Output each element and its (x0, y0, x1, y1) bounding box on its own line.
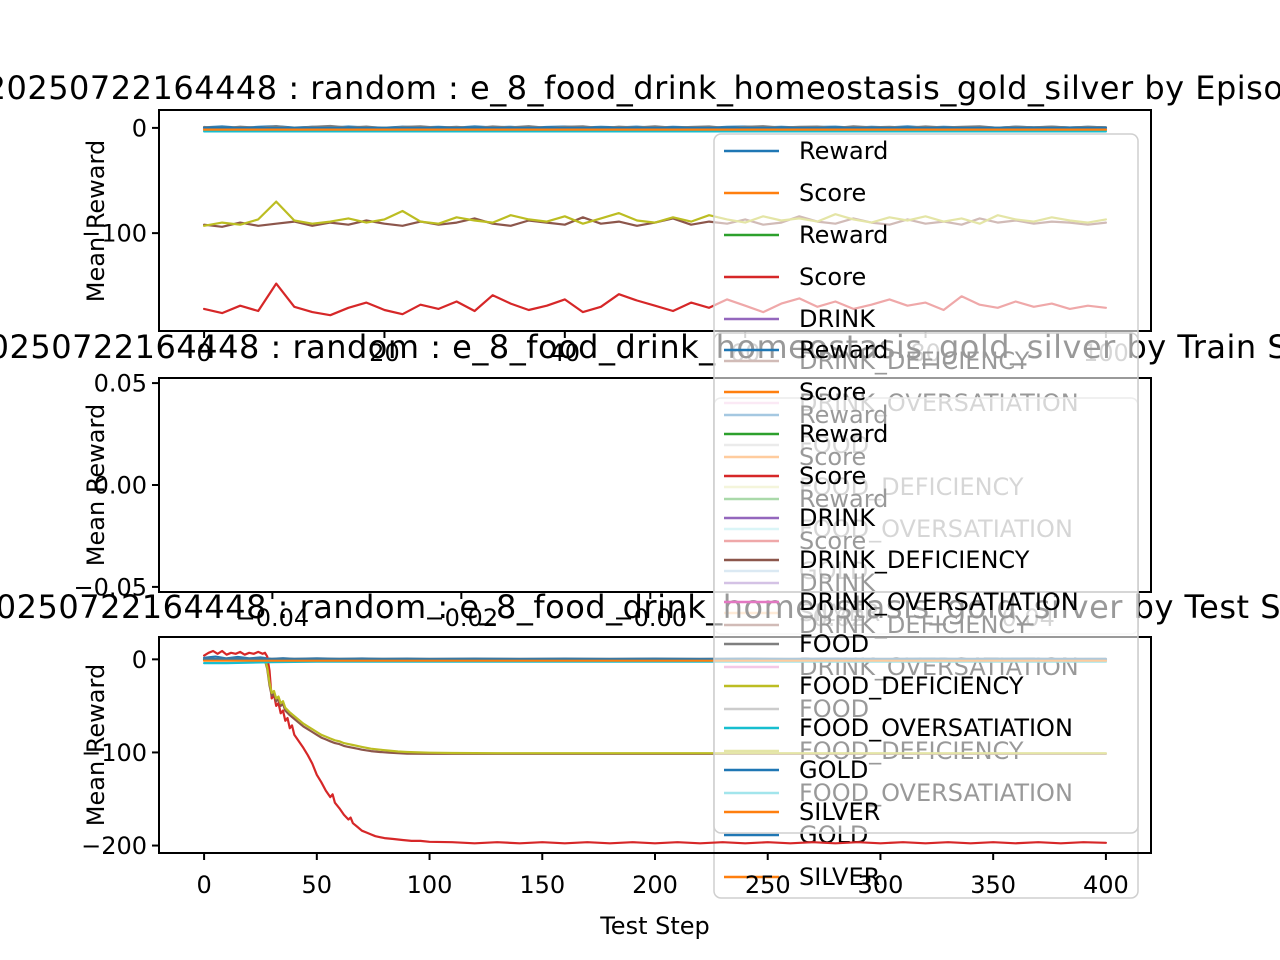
legend-item: Reward (724, 336, 888, 364)
y-axis-label: Mean Reward (82, 140, 110, 302)
legend-label: Reward (799, 420, 888, 448)
legend-label: FOOD_DEFICIENCY (799, 672, 1024, 700)
x-tick-label: 20 (369, 339, 400, 367)
legend-box (713, 332, 1139, 834)
legend-label: Reward (799, 221, 888, 249)
x-tick-label: 0 (196, 871, 211, 899)
y-tick-label: 0 (132, 114, 147, 142)
legend-label: DRINK_DEFICIENCY (799, 546, 1030, 574)
legend-item: FOOD_DEFICIENCY (724, 672, 1024, 700)
x-tick-label: 0 (196, 339, 211, 367)
y-tick-label: −0.05 (73, 573, 147, 601)
legend-label: SILVER (799, 863, 880, 891)
y-tick-label: −100 (81, 220, 147, 248)
x-tick-label: 100 (407, 871, 453, 899)
legend-label: DRINK (799, 504, 876, 532)
x-tick-label: −0.02 (425, 604, 499, 632)
legend-item: FOOD (724, 630, 869, 658)
x-axis-label: Test Step (599, 912, 710, 940)
axes-frame (158, 109, 1152, 332)
legend-item: Reward (724, 137, 888, 165)
legend-item: DRINK (724, 305, 876, 333)
x-tick-label: 200 (632, 871, 678, 899)
legend-item: Score (724, 179, 866, 207)
legend-label: SILVER (799, 798, 880, 826)
legend-label: FOOD (799, 630, 869, 658)
legend-item: DRINK_DEFICIENCY (724, 546, 1030, 574)
legend-label: Score (799, 263, 866, 291)
x-tick-label: 300 (858, 871, 904, 899)
legend-item: DRINK_OVERSATIATION (724, 588, 1079, 616)
legend-item: GOLD (724, 756, 868, 784)
legend-item: Score (724, 378, 866, 406)
y-axis-label: Mean Reward (82, 404, 110, 566)
legend-item: Reward (724, 420, 888, 448)
legend-item: Reward (724, 221, 888, 249)
legend-label: DRINK_OVERSATIATION (799, 588, 1079, 616)
x-tick-label: 40 (550, 339, 581, 367)
legend-item: SILVER (724, 798, 880, 826)
x-tick-label: 350 (970, 871, 1016, 899)
legend-label: Score (799, 378, 866, 406)
legend-label: DRINK (799, 305, 876, 333)
line-drink_deficiency (203, 658, 1108, 755)
legend-item: DRINK (724, 504, 876, 532)
y-tick-label: 0.05 (94, 370, 147, 398)
line-food_deficiency (203, 658, 1108, 755)
legend-label: Score (799, 179, 866, 207)
legend-3: Reward Score Reward Score DRINK DRINK_DEFICIE… (713, 332, 1139, 834)
y-tick-label: −100 (81, 739, 147, 767)
y-tick-label: −200 (81, 832, 147, 860)
x-tick-label: −0.04 (236, 604, 310, 632)
x-tick-label: 250 (745, 871, 791, 899)
plot-lines (203, 124, 1108, 317)
legend-label: GOLD (799, 756, 868, 784)
legend-label: Score (799, 462, 866, 490)
x-tick-label: 400 (1083, 871, 1129, 899)
y-tick-label: 0 (132, 646, 147, 674)
x-tick-label: 50 (302, 871, 333, 899)
y-tick-label: 0.00 (94, 472, 147, 500)
legend-label: FOOD_OVERSATIATION (799, 714, 1073, 742)
legend-label: Reward (799, 336, 888, 364)
y-axis-label: Mean Reward (82, 664, 110, 826)
x-tick-label: 150 (519, 871, 565, 899)
legend-label: Reward (799, 137, 888, 165)
legend-item: Score (724, 263, 866, 291)
legend-item: SILVER (724, 863, 880, 891)
subplot-title: 20250722164448 : random : e_8_food_drink… (0, 69, 1280, 107)
x-tick-label: −0.00 (614, 604, 688, 632)
legend-item: FOOD_OVERSATIATION (724, 714, 1073, 742)
legend-item: Score (724, 462, 866, 490)
line-score (203, 649, 1108, 845)
